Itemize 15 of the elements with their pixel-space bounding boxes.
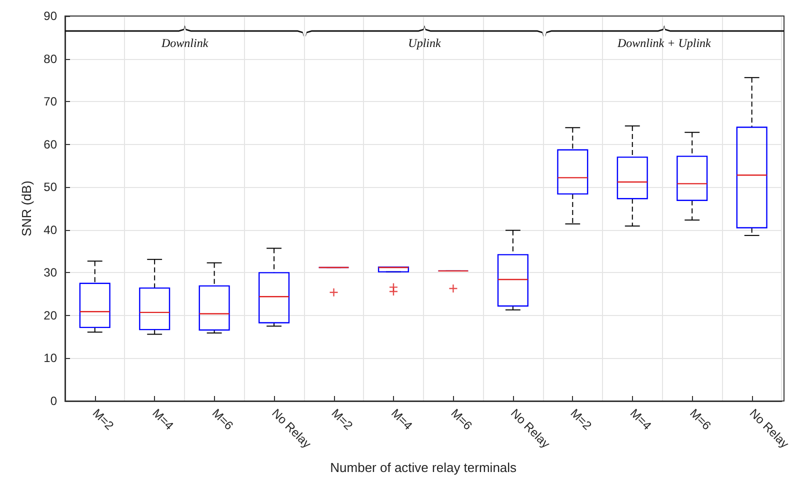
y-tick-label: 60 bbox=[44, 137, 58, 152]
y-tick-label: 80 bbox=[44, 52, 58, 66]
y-tick-label: 50 bbox=[44, 180, 58, 194]
y-tick-label: 20 bbox=[44, 308, 58, 322]
annotation: Downlink + Uplink bbox=[616, 36, 712, 50]
y-tick-label: 0 bbox=[50, 394, 58, 408]
y-axis-title: SNR (dB) bbox=[18, 180, 34, 236]
y-tick-label: 40 bbox=[44, 222, 58, 237]
annotation: Downlink bbox=[160, 36, 209, 50]
y-tick-label: 90 bbox=[44, 9, 58, 23]
x-axis-title: Number of active relay terminals bbox=[330, 460, 518, 475]
annotation: Uplink bbox=[408, 36, 442, 50]
y-tick-label: 10 bbox=[44, 351, 58, 366]
y-tick-label: 70 bbox=[44, 94, 58, 109]
y-tick-label: 30 bbox=[44, 266, 58, 280]
